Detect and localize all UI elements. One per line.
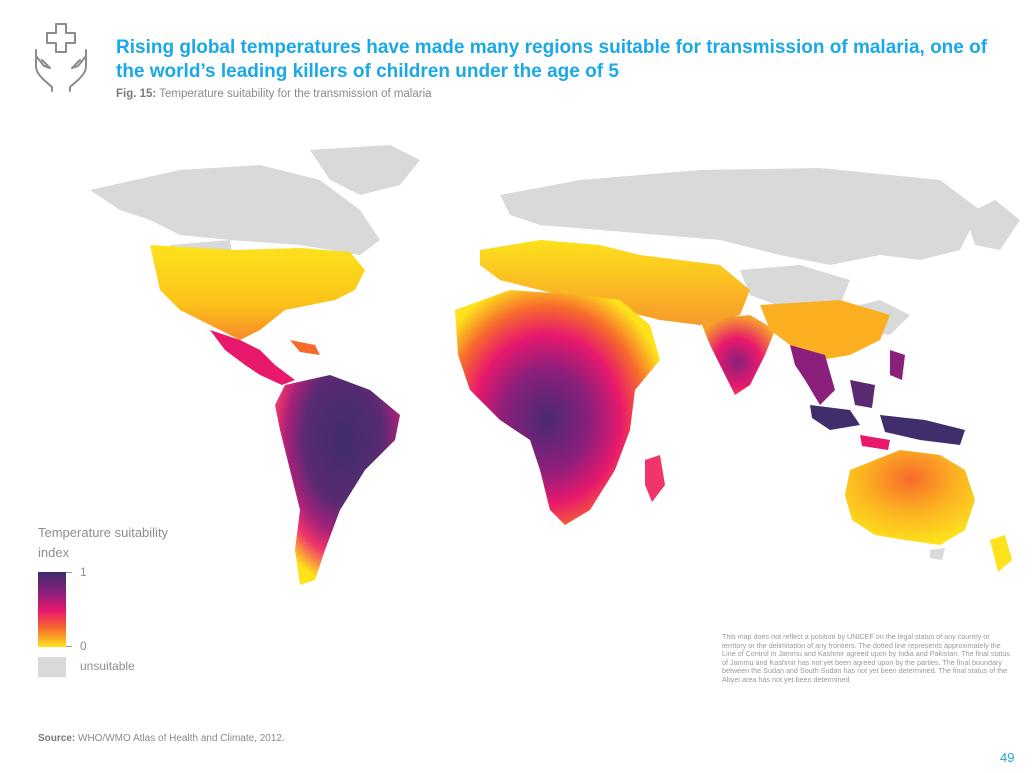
hands-medical-cross-icon	[35, 23, 87, 92]
region-central-america	[210, 330, 295, 385]
source-text: WHO/WMO Atlas of Health and Climate, 201…	[78, 733, 285, 744]
region-south-america	[275, 375, 400, 585]
legend-gradient-bar	[38, 572, 66, 647]
source-note: Source: WHO/WMO Atlas of Health and Clim…	[38, 733, 285, 744]
region-africa	[455, 290, 660, 525]
region-madagascar	[645, 455, 665, 502]
map-disclaimer: This map does not reflect a position by …	[722, 632, 1010, 684]
legend-tick-min	[66, 646, 72, 647]
legend-tick-max	[66, 572, 72, 573]
figure-caption-text: Temperature suitability for the transmis…	[159, 88, 432, 100]
region-east-asia	[760, 300, 890, 360]
region-north-america	[150, 245, 365, 340]
region-southeast-asia	[790, 345, 835, 405]
page-number: 49	[1000, 750, 1015, 765]
figure-caption: Fig. 15: Temperature suitability for the…	[116, 88, 432, 100]
region-australia	[845, 450, 975, 545]
legend-max-label: 1	[80, 565, 87, 579]
legend-title: Temperature suitability index	[38, 525, 169, 560]
legend-unsuitable-label: unsuitable	[80, 659, 135, 673]
legend-min-label: 0	[80, 639, 87, 653]
region-maritime-southeast-asia	[810, 350, 965, 450]
region-india	[700, 315, 775, 395]
source-label: Source:	[38, 733, 76, 744]
page-title: Rising global temperatures have made man…	[116, 37, 988, 82]
legend-unsuitable-swatch	[38, 657, 66, 677]
figure-label: Fig. 15:	[116, 88, 157, 100]
region-europe-middle-east	[480, 240, 750, 325]
world-map	[90, 145, 1020, 585]
